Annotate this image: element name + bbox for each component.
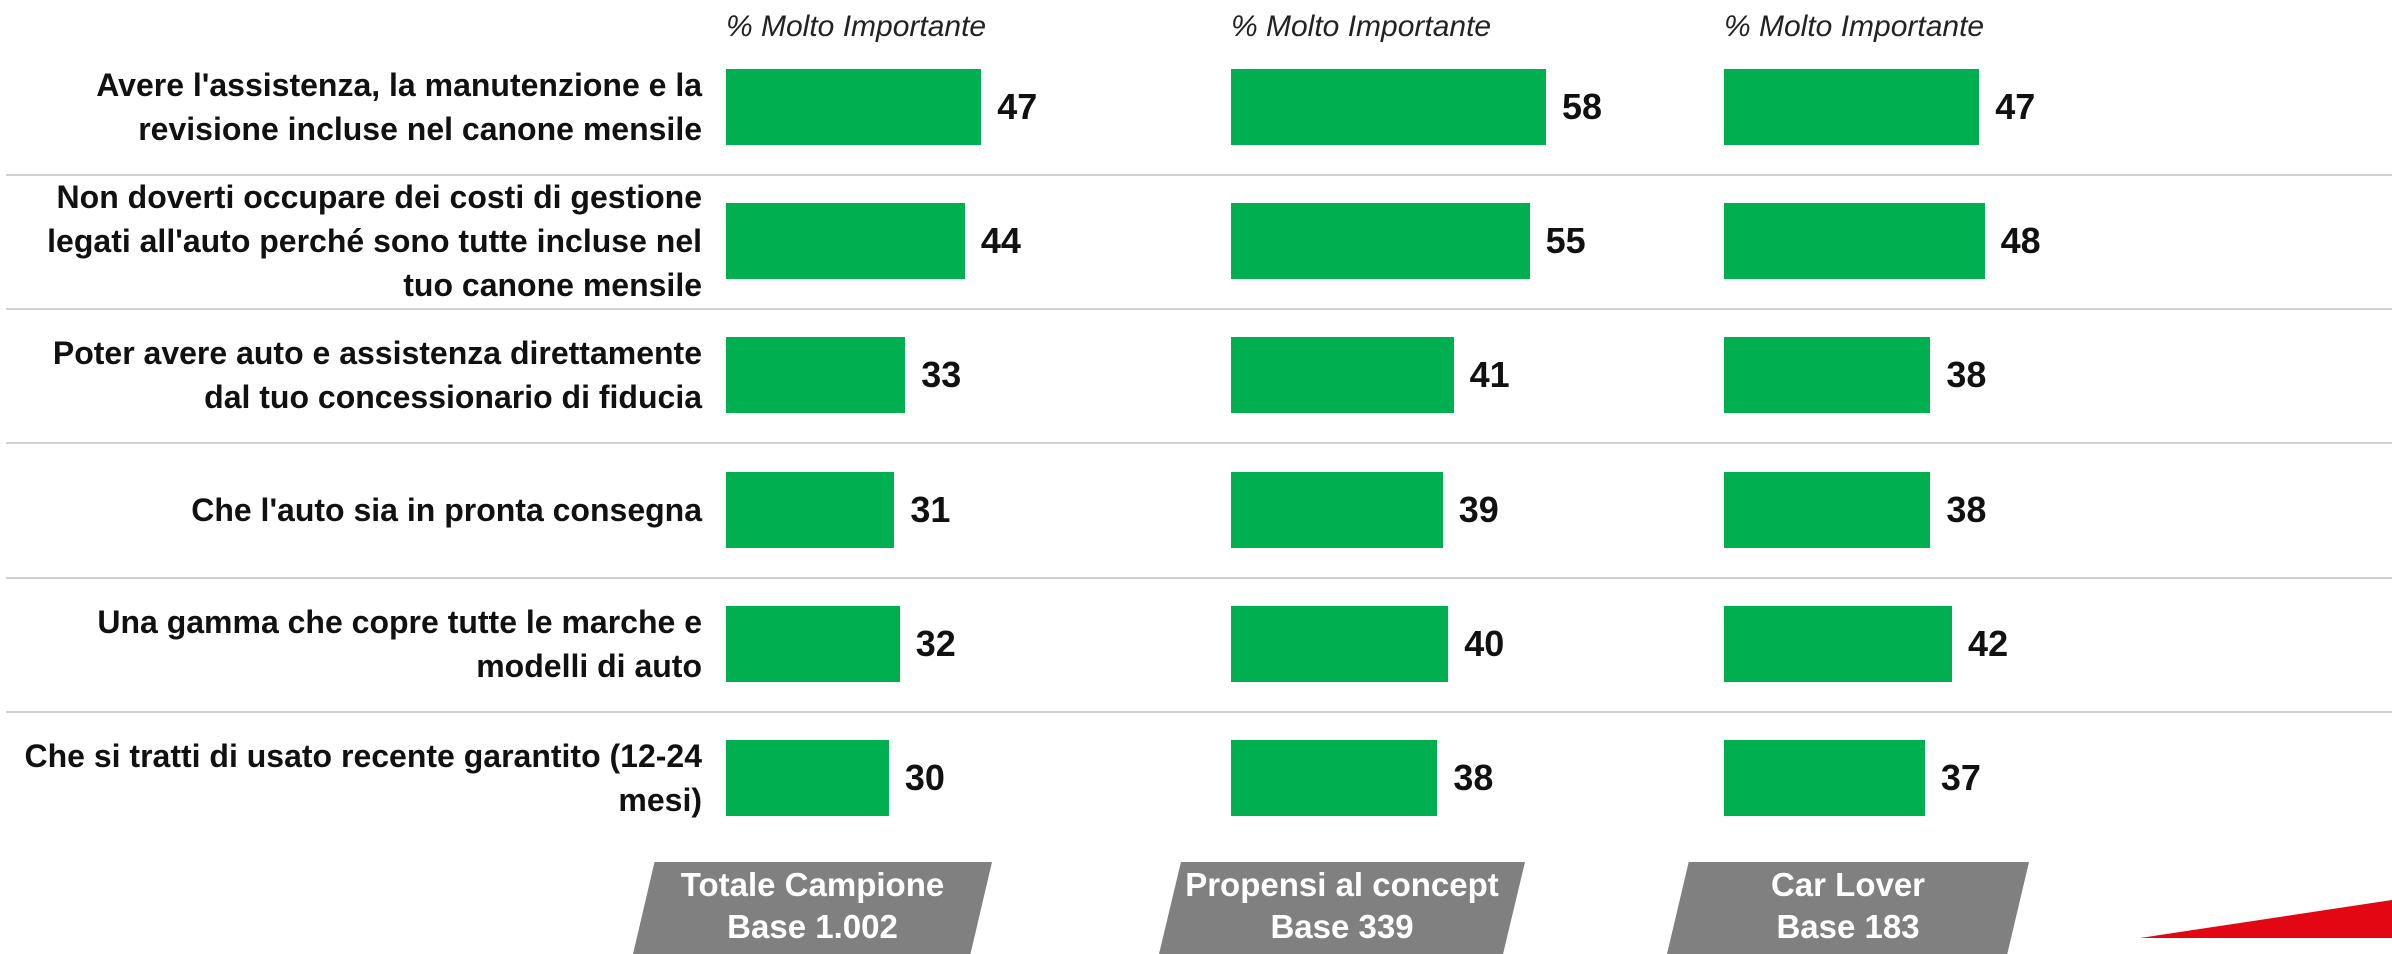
value-label: 30 bbox=[904, 757, 945, 798]
row-separator bbox=[6, 442, 2392, 445]
red-accent bbox=[2140, 900, 2392, 938]
value-label: 37 bbox=[1940, 757, 1981, 798]
bar bbox=[1724, 471, 1931, 548]
bar bbox=[1231, 337, 1454, 414]
row-separator bbox=[6, 710, 2392, 713]
value-label: 38 bbox=[1453, 757, 1494, 798]
bar bbox=[1724, 203, 1985, 280]
bar bbox=[726, 203, 965, 280]
row-separator bbox=[6, 308, 2392, 311]
bar bbox=[1231, 69, 1546, 145]
column-header: % Molto Importante bbox=[1231, 10, 1492, 43]
value-label: 58 bbox=[1561, 86, 1602, 127]
value-label: 39 bbox=[1458, 488, 1499, 530]
series-name: Totale Campione bbox=[680, 866, 945, 903]
value-label: 41 bbox=[1469, 354, 1510, 396]
row-separator bbox=[6, 576, 2392, 579]
bar bbox=[726, 471, 895, 548]
bar bbox=[1724, 740, 1925, 816]
value-label: 47 bbox=[997, 86, 1038, 127]
value-label: 48 bbox=[2000, 220, 2041, 262]
series-base: Base 183 bbox=[1776, 908, 1920, 945]
bar bbox=[1724, 69, 1980, 145]
series-footer: Car Lover Base 183 bbox=[1667, 862, 2029, 954]
category-label: Che l'auto sia in pronta consegna bbox=[191, 491, 702, 528]
column-header: % Molto Importante bbox=[1724, 10, 1985, 43]
value-label: 32 bbox=[915, 622, 956, 664]
series-footer: Totale Campione Base 1.002 bbox=[633, 862, 992, 954]
series-name: Propensi al concept bbox=[1185, 866, 1499, 903]
column-header: % Molto Importante bbox=[726, 10, 987, 43]
bar bbox=[1231, 203, 1530, 280]
category-label: Avere l'assistenza, la manutenzione e la… bbox=[96, 67, 702, 147]
bar bbox=[1724, 605, 1953, 682]
bar bbox=[726, 740, 889, 816]
series-base: Base 339 bbox=[1270, 908, 1414, 945]
bar bbox=[726, 605, 900, 682]
value-label: 55 bbox=[1545, 220, 1586, 262]
category-label: Poter avere auto e assistenza direttamen… bbox=[52, 335, 702, 416]
value-label: 38 bbox=[1946, 354, 1987, 396]
series-name: Car Lover bbox=[1770, 866, 1926, 903]
series-base: Base 1.002 bbox=[727, 908, 898, 945]
category-label: Una gamma che copre tutte le marche e mo… bbox=[97, 603, 702, 684]
bar bbox=[1231, 740, 1438, 816]
category-label: Non doverti occupare dei costi di gestio… bbox=[47, 179, 702, 304]
bar bbox=[1231, 605, 1449, 682]
value-label: 44 bbox=[980, 220, 1021, 262]
value-label: 33 bbox=[921, 354, 962, 396]
bar bbox=[1231, 471, 1443, 548]
row-separator bbox=[6, 174, 2392, 176]
category-label: Che si tratti di usato recente garantito… bbox=[24, 738, 703, 818]
value-label: 47 bbox=[1995, 86, 2036, 127]
bar bbox=[1724, 337, 1931, 414]
series-footer: Propensi al concept Base 339 bbox=[1159, 862, 1525, 954]
value-label: 31 bbox=[910, 488, 951, 530]
bar bbox=[726, 69, 982, 145]
value-label: 38 bbox=[1946, 488, 1987, 530]
value-label: 42 bbox=[1968, 622, 2009, 664]
bar bbox=[726, 337, 906, 414]
value-label: 40 bbox=[1464, 622, 1505, 664]
